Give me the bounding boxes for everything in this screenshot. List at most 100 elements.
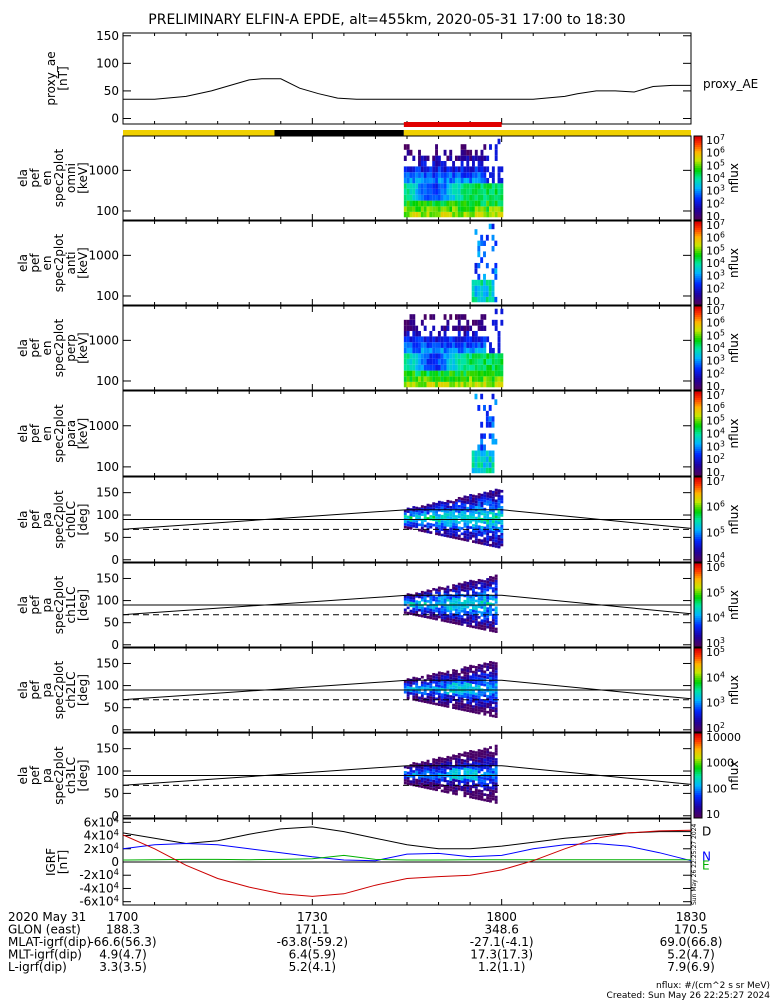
omni-spectrogram-cell xyxy=(477,211,481,218)
ch0lc-spectrogram-cell xyxy=(483,537,487,540)
omni-spectrogram-cell xyxy=(452,166,456,173)
ch1lc-spectrogram-cell xyxy=(452,589,456,593)
ch3lc-spectrogram-cell xyxy=(494,766,498,769)
omni-spectrogram-cell xyxy=(415,194,419,201)
ch1lc-spectrogram-cell xyxy=(429,611,433,614)
ch1lc-spectrogram-cell xyxy=(491,619,495,622)
ch1lc-spectrogram-cell xyxy=(446,588,450,591)
perp-spectrogram-cell xyxy=(429,381,433,388)
omni-spectrogram-cell xyxy=(497,206,501,212)
ch3lc-spectrogram-cell xyxy=(474,775,478,779)
anti-spectrogram-cells xyxy=(471,223,498,303)
ch1lc-spectrogram-cell xyxy=(440,603,444,606)
ch0lc-spectrogram-cell xyxy=(463,519,467,523)
ch2lc-spectrogram-cell xyxy=(469,670,473,673)
para-spectrogram-cell xyxy=(488,467,492,474)
omni-spectrogram-cell xyxy=(415,172,419,178)
ch0lc-spectrogram-cell xyxy=(426,522,430,526)
ch1lc-spectrogram-cell xyxy=(437,597,441,600)
omni-spectrogram-cell xyxy=(463,172,467,178)
ch1lc-spectrogram-cell xyxy=(437,589,441,592)
ch0lc-spectrogram-cell xyxy=(429,515,433,518)
ch2lc-spectrogram-cell xyxy=(472,707,475,711)
omni-spectrogram-colorbar-cell xyxy=(694,165,702,168)
ch3lc-spectrogram-colorbar-tick-label: 1000 xyxy=(706,757,734,770)
ch3lc-spectrogram-cell xyxy=(469,758,473,761)
ch0lc-spectrogram-cell xyxy=(483,513,487,516)
omni-spectrogram-cell xyxy=(418,194,421,201)
ch3lc-spectrogram-cell xyxy=(474,783,478,787)
omni-spectrogram-colorbar-cell xyxy=(694,146,702,150)
omni-spectrogram-cell xyxy=(435,172,438,178)
ch2lc-spectrogram-cell xyxy=(426,685,430,688)
ch1lc-spectrogram-colorbar-cell xyxy=(694,573,702,577)
para-spectrogram-colorbar-cell xyxy=(694,446,702,449)
perp-spectrogram-cell xyxy=(452,342,456,348)
ephemeris-value: 348.6 xyxy=(484,923,518,937)
perp-spectrogram-cell xyxy=(415,353,419,359)
ch2lc-spectrogram-cell xyxy=(435,676,438,679)
perp-spectrogram-cell xyxy=(469,364,473,371)
omni-spectrogram-cell xyxy=(446,166,450,173)
ch3lc-spectrogram-cell xyxy=(466,757,470,761)
ch2lc-spectrogram-cell xyxy=(437,671,441,675)
ch1lc-spectrogram-cell xyxy=(472,604,475,607)
omni-spectrogram-cell xyxy=(432,172,436,178)
para-spectrogram-frame xyxy=(122,390,692,477)
ch2lc-spectrogram-cell xyxy=(446,683,450,687)
ch3lc-spectrogram-cell xyxy=(494,801,498,804)
ch3lc-spectrogram-cell xyxy=(491,789,495,793)
ch3lc-spectrogram-cell xyxy=(426,767,430,771)
ch1lc-spectrogram-cell xyxy=(457,598,461,602)
ch1lc-spectrogram-cell xyxy=(460,604,464,608)
perp-spectrogram-cell xyxy=(480,342,484,348)
ch3lc-spectrogram-cell xyxy=(435,777,438,781)
ch2lc-spectrogram-cell xyxy=(480,672,484,676)
ch1lc-spectrogram-cell xyxy=(483,585,487,589)
ch1lc-spectrogram-cell xyxy=(437,594,441,598)
ch3lc-spectrogram-cell xyxy=(452,775,456,779)
anti-spectrogram-cell xyxy=(491,285,495,292)
ch3lc-spectrogram-cell xyxy=(494,782,498,785)
omni-spectrogram-cell xyxy=(418,206,421,212)
para-spectrogram-colorbar-cell xyxy=(694,429,702,432)
ch1lc-spectrogram-cell xyxy=(491,595,495,598)
anti-spectrogram-colorbar-cell xyxy=(694,273,702,277)
perp-spectrogram-colorbar-label: nflux xyxy=(727,333,741,363)
perp-spectrogram-colorbar-cell xyxy=(694,314,702,317)
ch1lc-spectrogram-cell xyxy=(486,578,490,581)
ch0lc-spectrogram-cell xyxy=(460,497,464,501)
ch3lc-spectrogram-cell xyxy=(491,797,495,801)
omni-spectrogram-cell xyxy=(472,166,475,173)
para-spectrogram-colorbar-cell xyxy=(694,414,702,417)
ch1lc-spectrogram-cell xyxy=(435,596,438,600)
ch2lc-spectrogram-ylabel-line: ela xyxy=(16,681,30,699)
ch2lc-spectrogram-cell xyxy=(432,678,436,681)
ch1lc-spectrogram-cell xyxy=(491,603,495,606)
ch3lc-spectrogram-cell xyxy=(483,793,487,796)
ch0lc-spectrogram-colorbar-cell xyxy=(694,515,702,518)
anti-spectrogram-cell xyxy=(477,251,481,258)
ch1lc-spectrogram-cell xyxy=(457,582,461,586)
ch2lc-spectrogram-colorbar-cell xyxy=(694,711,702,714)
omni-spectrogram-cell xyxy=(418,166,421,173)
perp-spectrogram-cell xyxy=(449,358,453,365)
omni-spectrogram-cell xyxy=(440,194,444,201)
perp-spectrogram-colorbar-cell xyxy=(694,373,702,376)
igrf-panel-ylabel-line: [nT] xyxy=(56,850,70,874)
omni-spectrogram-cell xyxy=(460,183,464,189)
ch0lc-spectrogram-cell xyxy=(463,495,467,499)
ch2lc-spectrogram-cell xyxy=(415,687,419,691)
anti-spectrogram-colorbar-cell xyxy=(694,277,702,281)
perp-spectrogram-cell xyxy=(443,353,447,359)
ch3lc-spectrogram-cell xyxy=(435,772,438,775)
perp-spectrogram-cell xyxy=(423,336,427,343)
omni-spectrogram-cell xyxy=(489,183,492,189)
perp-spectrogram-cell xyxy=(474,364,478,371)
perp-spectrogram-cell xyxy=(474,370,478,377)
ch2lc-spectrogram-cell xyxy=(477,685,481,688)
perp-spectrogram-cell xyxy=(435,381,438,388)
para-spectrogram-cell xyxy=(474,450,478,457)
omni-spectrogram-cell xyxy=(480,206,484,212)
ch1lc-spectrogram-colorbar-cell xyxy=(694,636,702,640)
